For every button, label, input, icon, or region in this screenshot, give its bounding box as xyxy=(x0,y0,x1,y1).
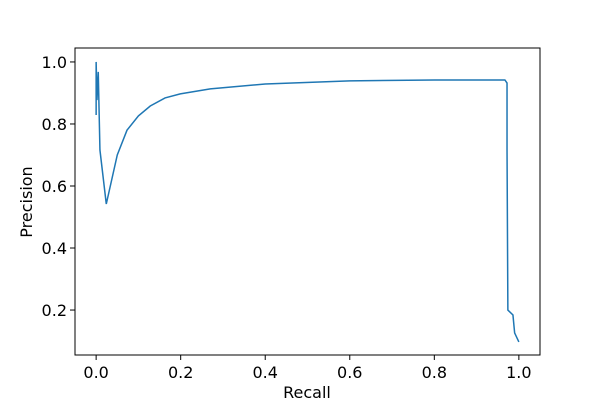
y-tick-label: 0.6 xyxy=(42,177,67,196)
y-axis-label: Precision xyxy=(17,166,36,237)
y-tick-label: 0.4 xyxy=(42,239,67,258)
x-tick-label: 0.6 xyxy=(337,363,362,382)
y-tick-label: 1.0 xyxy=(42,53,67,72)
x-axis-label: Recall xyxy=(283,383,331,400)
x-tick-label: 0.2 xyxy=(168,363,193,382)
plot-frame xyxy=(74,47,541,356)
pr-curve xyxy=(95,61,520,343)
y-tick-label: 0.8 xyxy=(42,115,67,134)
x-tick-label: 0.0 xyxy=(83,363,108,382)
x-tick-label: 1.0 xyxy=(506,363,531,382)
x-tick-label: 0.8 xyxy=(422,363,447,382)
y-tick-label: 0.2 xyxy=(42,301,67,320)
x-tick-label: 0.4 xyxy=(253,363,278,382)
